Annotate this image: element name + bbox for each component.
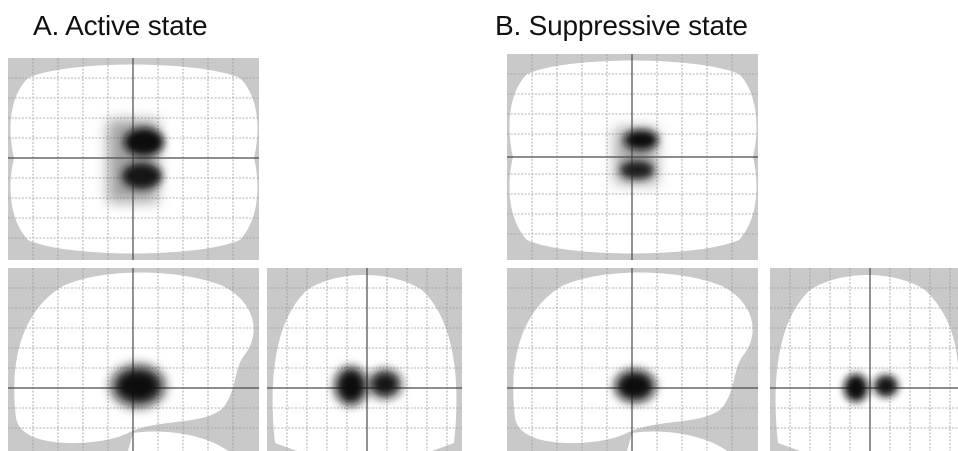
brain-silhouette <box>14 272 254 444</box>
panel-a-axial-view <box>8 58 259 260</box>
activation-blob <box>335 367 401 405</box>
activation-blob <box>615 128 658 184</box>
activation-blob <box>112 366 164 406</box>
panel-b-title: B. Suppressive state <box>495 10 748 41</box>
panel-b-axial-view <box>507 54 758 260</box>
brain-silhouette <box>775 275 958 451</box>
brain-silhouette <box>513 272 753 444</box>
panel-a-sagittal-view <box>8 268 259 451</box>
brain-silhouette <box>272 275 457 451</box>
panel-a-coronal-view <box>267 268 462 451</box>
panel-a-title: A. Active state <box>33 10 208 41</box>
panel-b-sagittal-view <box>507 268 758 451</box>
panel-b-coronal-view <box>770 268 958 451</box>
activation-blob <box>844 374 898 402</box>
activation-blob <box>615 370 655 402</box>
activation-blob <box>108 120 164 202</box>
